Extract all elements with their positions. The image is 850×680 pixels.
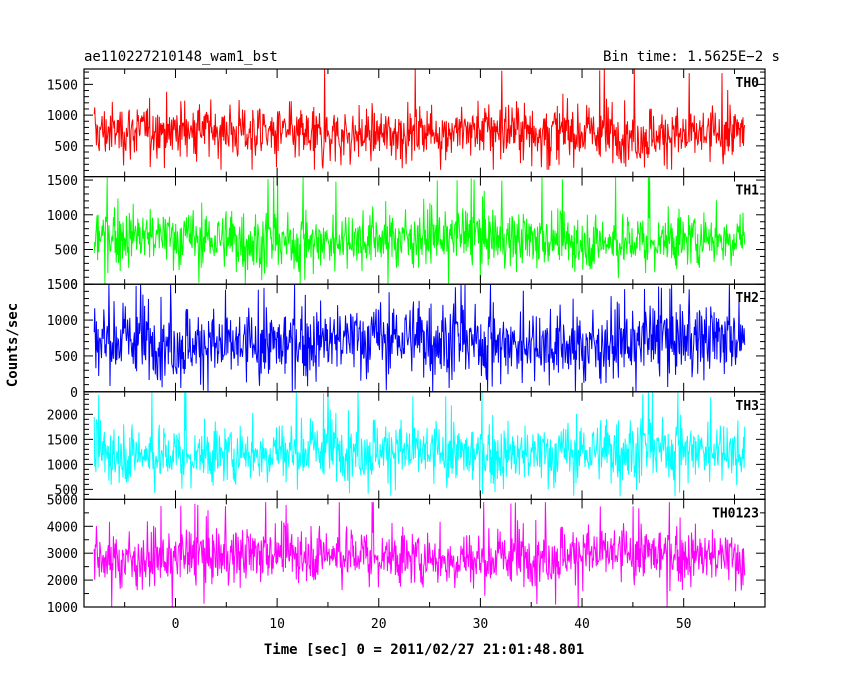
y-tick-label: 1500	[47, 174, 78, 189]
series-th2-line	[93, 284, 746, 392]
panel-th0123: 1000 2000 3000 4000 5000 TH0123	[47, 493, 766, 616]
x-tick-label: 30	[473, 617, 489, 632]
y-tick-label: 1000	[47, 601, 78, 616]
panel-th3: 500 1000 1500 2000 TH3	[47, 391, 766, 500]
x-axis: 0 10 20 30 40 50	[172, 617, 692, 632]
y-tick-label: 500	[55, 140, 78, 155]
y-tick-label: 5000	[47, 493, 78, 508]
panels-group: 500 1000 1500 TH0 0 500 1000 1500 TH1 0 500 1000 150…	[47, 68, 766, 616]
y-axis-label: Counts/sec	[5, 303, 21, 387]
x-tick-label: 40	[574, 617, 590, 632]
panel-label: TH3	[736, 399, 759, 414]
panel-label: TH1	[736, 184, 760, 199]
panel-label: TH2	[736, 291, 759, 306]
y-tick-label: 1000	[47, 314, 78, 329]
chart-title-right: Bin time: 1.5625E−2 s	[603, 49, 780, 65]
series-th3-line	[93, 391, 746, 497]
y-tick-label: 1000	[47, 109, 78, 124]
y-tick-label: 1500	[47, 278, 78, 293]
y-tick-label: 0	[70, 278, 78, 293]
series-th0123-line	[93, 502, 746, 607]
x-tick-label: 10	[269, 617, 285, 632]
y-tick-label: 1500	[47, 433, 78, 448]
y-tick-label: 500	[55, 483, 78, 498]
y-tick-label: 1000	[47, 209, 78, 224]
x-axis-label: Time [sec] 0 = 2011/02/27 21:01:48.801	[264, 642, 584, 658]
y-tick-label: 2000	[47, 574, 78, 589]
y-tick-label: 500	[55, 350, 78, 365]
x-tick-label: 20	[371, 617, 387, 632]
y-tick-label: 500	[55, 243, 78, 258]
y-tick-label: 2000	[47, 408, 78, 423]
y-tick-label: 1500	[47, 78, 78, 93]
panel-th0: 500 1000 1500 TH0	[47, 68, 766, 178]
panel-th2: 0 500 1000 1500 TH2	[47, 278, 766, 401]
y-tick-label: 3000	[47, 547, 78, 562]
y-tick-label: 4000	[47, 520, 78, 535]
y-tick-label: 1000	[47, 458, 78, 473]
series-th0-line	[93, 69, 746, 170]
panel-label: TH0	[736, 76, 760, 91]
panel-th1: 0 500 1000 1500 TH1	[47, 174, 766, 293]
chart-title-left: ae110227210148_wam1_bst	[84, 49, 278, 65]
x-tick-label: 0	[172, 617, 180, 632]
y-tick-label: 0	[70, 386, 78, 401]
panel-label: TH0123	[712, 506, 759, 521]
series-th1-line	[93, 176, 746, 284]
x-tick-label: 50	[676, 617, 692, 632]
